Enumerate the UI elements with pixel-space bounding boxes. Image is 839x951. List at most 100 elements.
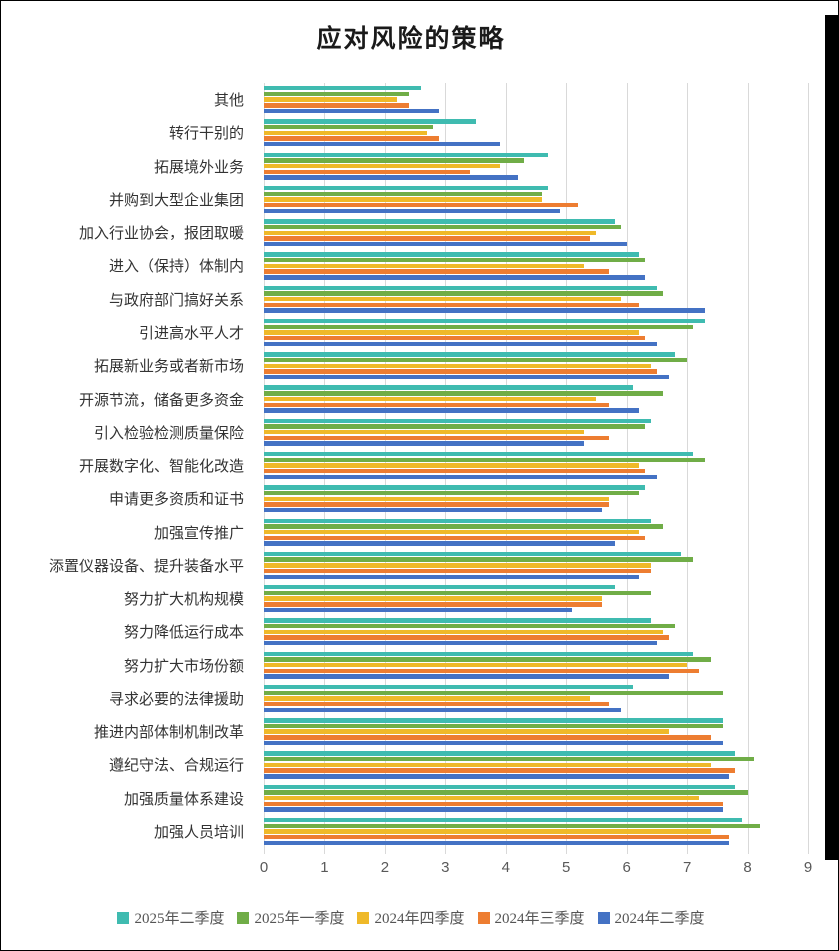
bar [264, 424, 645, 429]
bar [264, 291, 663, 296]
bar [264, 185, 549, 191]
legend-label: 2024年二季度 [614, 911, 705, 927]
bar [264, 684, 633, 690]
gridline [566, 83, 568, 854]
category-label: 加强人员培训 [153, 824, 244, 841]
gridline [808, 83, 809, 854]
bar [264, 768, 736, 773]
category-label: 并购到大型企业集团 [108, 192, 244, 209]
bar [264, 602, 603, 607]
bar [264, 796, 700, 801]
bar [264, 197, 543, 202]
category-group [264, 482, 808, 515]
category-label: 添置仪器设备、提升装备水平 [48, 558, 244, 575]
bar [264, 352, 676, 357]
axis-tick-label: 1 [320, 859, 329, 876]
bar [264, 662, 688, 668]
bar [264, 490, 639, 496]
category-label: 拓展新业务或者新市场 [93, 359, 244, 376]
bar [264, 330, 639, 335]
legend-swatch-icon [357, 911, 370, 924]
axis-tick-label: 0 [259, 859, 269, 876]
gridline [445, 83, 447, 854]
gridline [505, 83, 507, 854]
category-group [264, 349, 808, 382]
bar [264, 657, 712, 662]
bar [264, 191, 543, 196]
bar [264, 91, 410, 97]
gridline [747, 83, 749, 854]
legend-item[interactable]: 2024年四季度 [357, 907, 465, 928]
scrollbar-strip[interactable] [825, 15, 838, 860]
bar [264, 807, 724, 812]
bar [264, 757, 754, 762]
bar [264, 784, 736, 790]
bar [264, 285, 657, 291]
bar [264, 441, 585, 446]
bar [264, 596, 603, 601]
legend-swatch-icon [597, 911, 610, 924]
axis-tick-label: 4 [501, 859, 510, 876]
bar [264, 557, 694, 562]
bar [264, 840, 730, 846]
bar [264, 258, 645, 263]
bar [264, 208, 561, 213]
bar [264, 740, 724, 746]
bar [264, 641, 657, 646]
bar [264, 152, 549, 157]
category-group [264, 449, 808, 482]
bar [264, 790, 748, 795]
bar [264, 435, 609, 441]
bar [264, 236, 591, 241]
bar [264, 385, 633, 390]
category-axis: 其他 转行干别的 拓展境外业务 并购到大型企业集团 加入行业协会，报团取暖 进入（保持）体… [1, 83, 254, 848]
bar [264, 629, 663, 635]
bar [264, 263, 585, 269]
legend-item[interactable]: 2025年一季度 [237, 907, 344, 928]
category-group [264, 682, 808, 715]
category-group [264, 116, 808, 149]
bar [264, 618, 651, 623]
axis-tick-label: 8 [743, 859, 752, 876]
bar [264, 175, 518, 180]
category-label: 遵纪守法、合规运行 [108, 758, 244, 775]
legend-item[interactable]: 2024年三季度 [477, 907, 585, 928]
bar [264, 269, 609, 274]
bar [264, 624, 676, 629]
bar [264, 369, 657, 374]
bar [264, 762, 712, 768]
bar [264, 430, 585, 435]
category-label: 努力扩大机构规模 [123, 592, 244, 609]
bar [264, 817, 742, 823]
bar [264, 402, 609, 407]
category-label: 申请更多资质和证书 [108, 492, 244, 509]
category-label: 推进内部体制机制改革 [93, 725, 244, 742]
category-label: 其他 [213, 93, 244, 110]
bar [264, 774, 730, 779]
bar [264, 585, 615, 590]
category-group [264, 316, 808, 349]
legend-swatch-icon [237, 911, 250, 924]
bar [264, 230, 597, 235]
legend-label: 2025年二季度 [134, 911, 225, 927]
legend-item[interactable]: 2025年二季度 [117, 907, 224, 928]
gridline [264, 83, 265, 854]
bar [264, 86, 422, 91]
category-group [264, 715, 808, 748]
category-group [264, 615, 808, 648]
bar [264, 136, 440, 141]
bar [264, 469, 645, 474]
bar [264, 308, 706, 313]
bar [264, 496, 609, 502]
bar [264, 324, 694, 329]
category-group [264, 183, 808, 216]
bar [264, 158, 524, 163]
bar [264, 751, 736, 756]
bar [264, 224, 621, 230]
bar [264, 674, 669, 679]
bar [264, 535, 645, 540]
legend-item[interactable]: 2024年二季度 [597, 907, 705, 928]
bar [264, 607, 573, 613]
bar [264, 707, 621, 712]
bar [264, 357, 688, 363]
